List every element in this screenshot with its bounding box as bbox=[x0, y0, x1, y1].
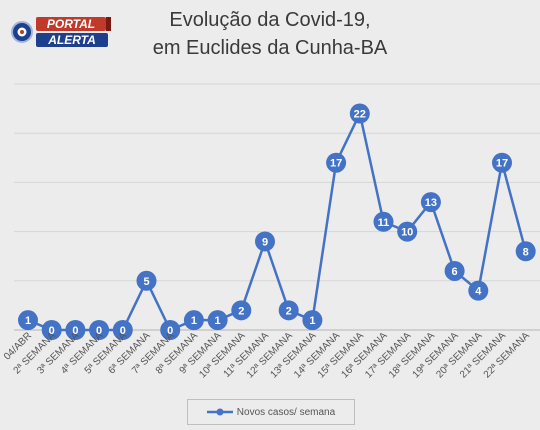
data-label: 1 bbox=[25, 315, 31, 327]
data-point bbox=[41, 320, 62, 340]
data-label: 1 bbox=[215, 315, 221, 327]
data-label: 1 bbox=[191, 315, 197, 327]
data-point bbox=[492, 152, 512, 173]
data-label: 0 bbox=[49, 325, 55, 337]
data-point bbox=[231, 300, 252, 321]
data-label: 1 bbox=[309, 315, 315, 327]
chart-title: Evolução da Covid-19, em Euclides da Cun… bbox=[0, 6, 540, 62]
data-label: 13 bbox=[425, 197, 437, 209]
data-point bbox=[160, 320, 181, 340]
data-point bbox=[302, 310, 323, 331]
data-label: 17 bbox=[496, 158, 508, 170]
data-label: 4 bbox=[475, 286, 482, 298]
data-point bbox=[183, 310, 204, 331]
logo-line2: ALERTA bbox=[47, 33, 96, 47]
data-point bbox=[18, 310, 38, 331]
data-label: 0 bbox=[167, 325, 173, 337]
data-point bbox=[468, 280, 489, 301]
data-point bbox=[65, 320, 86, 340]
data-label: 0 bbox=[120, 325, 126, 337]
legend-line-icon bbox=[206, 408, 233, 416]
data-label: 11 bbox=[378, 217, 390, 229]
data-point bbox=[349, 103, 370, 124]
data-point bbox=[207, 310, 228, 331]
logo-line1: PORTAL bbox=[47, 17, 95, 31]
data-label: 0 bbox=[72, 325, 78, 337]
data-label: 6 bbox=[452, 266, 458, 278]
data-point bbox=[397, 221, 418, 242]
legend: Novos casos/ semana bbox=[187, 399, 355, 425]
data-point bbox=[278, 300, 299, 321]
chart-title-line2: em Euclides da Cunha-BA bbox=[152, 37, 388, 59]
series-line-path bbox=[27, 112, 527, 332]
gridlines bbox=[14, 83, 540, 331]
series-line bbox=[27, 112, 527, 332]
data-point bbox=[89, 320, 110, 340]
data-label: 2 bbox=[238, 305, 244, 317]
data-point bbox=[515, 241, 536, 262]
data-label: 22 bbox=[354, 109, 366, 121]
data-point bbox=[326, 152, 347, 173]
data-label: 5 bbox=[143, 276, 149, 288]
data-label: 8 bbox=[523, 246, 529, 258]
data-point bbox=[373, 211, 394, 232]
data-point bbox=[136, 270, 157, 291]
data-label: 0 bbox=[96, 325, 102, 337]
data-point bbox=[420, 192, 441, 213]
chart-title-line1: Evolução da Covid-19, bbox=[169, 9, 371, 31]
data-point bbox=[444, 260, 465, 281]
portal-alerta-logo: PORTAL ALERTA bbox=[11, 17, 111, 47]
data-label: 9 bbox=[262, 236, 268, 248]
data-point bbox=[112, 320, 133, 340]
legend-label: Novos casos/ semana bbox=[236, 406, 336, 418]
data-label: 17 bbox=[330, 158, 342, 170]
data-label: 2 bbox=[286, 305, 292, 317]
data-label: 10 bbox=[401, 227, 413, 239]
data-point bbox=[255, 231, 275, 252]
